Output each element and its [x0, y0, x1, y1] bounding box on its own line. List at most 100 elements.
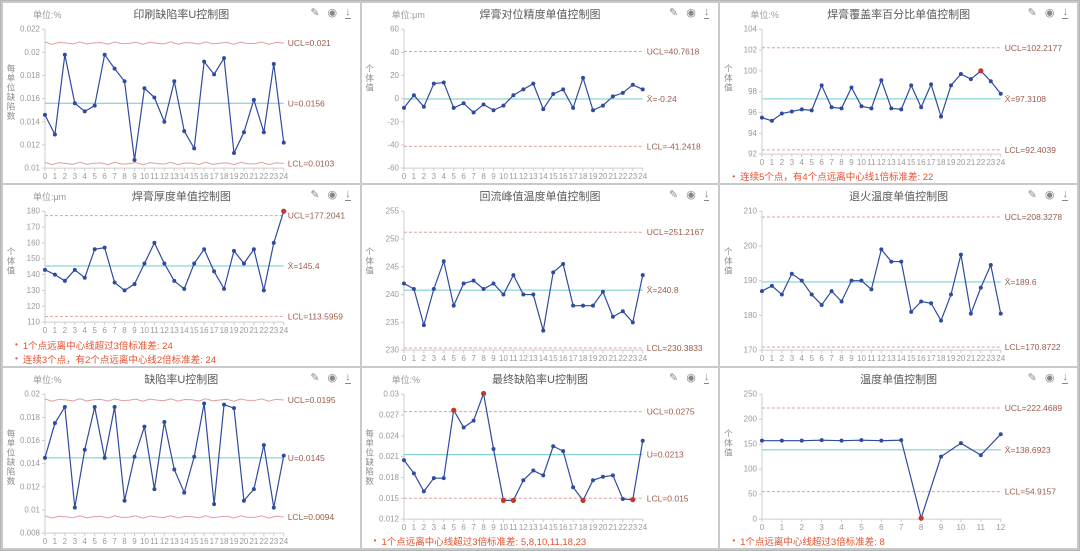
svg-text:22: 22 [618, 523, 627, 532]
download-icon[interactable]: ↓ [1062, 188, 1068, 202]
svg-text:22: 22 [259, 326, 268, 335]
view-icon[interactable]: ◉ [327, 7, 338, 19]
svg-text:LCL=0.015: LCL=0.015 [646, 493, 688, 503]
svg-text:X̄=97.3108: X̄=97.3108 [1005, 94, 1047, 104]
svg-text:40: 40 [390, 48, 399, 57]
svg-text:14: 14 [180, 172, 189, 181]
edit-icon[interactable]: ✎ [1027, 189, 1037, 202]
svg-text:21: 21 [608, 172, 617, 181]
svg-text:3: 3 [431, 354, 436, 363]
edit-icon[interactable]: ✎ [669, 189, 679, 202]
svg-text:0.024: 0.024 [379, 431, 400, 440]
download-icon[interactable]: ↓ [703, 370, 710, 384]
svg-text:20: 20 [598, 172, 607, 181]
svg-text:6: 6 [461, 354, 466, 363]
svg-text:19: 19 [230, 537, 239, 546]
view-icon[interactable]: ◉ [327, 371, 338, 384]
svg-text:0.015: 0.015 [379, 493, 400, 502]
svg-text:1: 1 [411, 354, 416, 363]
svg-text:24: 24 [997, 354, 1006, 363]
edit-icon[interactable]: ✎ [310, 371, 320, 384]
view-icon[interactable]: ◉ [1044, 7, 1055, 19]
view-icon[interactable]: ◉ [686, 189, 696, 202]
download-icon[interactable]: ↓ [345, 6, 351, 19]
svg-text:22: 22 [259, 537, 268, 546]
chart-title: 焊膏覆盖率百分比单值控制图 [827, 9, 971, 21]
rule-violation-note: • 1个点远离中心线超过3倍标准差: 24 [3, 338, 360, 352]
svg-text:23: 23 [628, 523, 637, 532]
view-icon[interactable]: ◉ [1044, 189, 1055, 202]
panel-toolbar: ✎ ◉ ↓ [1027, 370, 1068, 384]
download-icon[interactable]: ↓ [345, 188, 351, 202]
unit-label: 单位:% [750, 10, 779, 20]
svg-text:19: 19 [230, 172, 239, 181]
svg-text:5: 5 [451, 354, 456, 363]
view-icon[interactable]: ◉ [686, 371, 696, 384]
chart-title: 退火温度单值控制图 [849, 191, 949, 204]
panel-paste-thickness: 单位:μm 焊膏厚度单值控制图 ✎ ◉ ↓ 个体值 180 170 160 150 14… [3, 185, 360, 366]
svg-text:2: 2 [63, 326, 68, 335]
svg-text:250: 250 [385, 235, 399, 244]
svg-text:19: 19 [588, 354, 597, 363]
svg-text:21: 21 [967, 354, 976, 363]
chart-title: 最终缺陷率U控制图 [492, 373, 588, 386]
panel-temperature: 温度单值控制图 ✎ ◉ ↓ 个体值 250 200 150 100 50 0 0 1 2 3 4 5 6… [720, 367, 1077, 548]
svg-text:1: 1 [770, 354, 775, 363]
panel-defect-rate: 单位:% 缺陷率U控制图 ✎ ◉ ↓ 每单位缺陷数 0.02 0.018 0.016… [3, 367, 360, 548]
view-icon[interactable]: ◉ [686, 7, 696, 19]
svg-text:0.021: 0.021 [379, 452, 400, 461]
svg-text:8: 8 [122, 326, 127, 335]
svg-text:7: 7 [112, 172, 117, 181]
svg-text:19: 19 [230, 326, 239, 335]
svg-text:9: 9 [132, 172, 137, 181]
svg-text:20: 20 [239, 172, 248, 181]
svg-text:7: 7 [471, 354, 476, 363]
svg-text:5: 5 [92, 172, 97, 181]
svg-text:100: 100 [744, 66, 758, 75]
svg-text:21: 21 [608, 354, 617, 363]
svg-text:200: 200 [744, 242, 758, 251]
svg-text:3: 3 [790, 354, 795, 363]
svg-text:4: 4 [800, 354, 805, 363]
svg-text:8: 8 [919, 523, 924, 532]
unit-label: 单位:% [33, 10, 62, 20]
svg-text:0.01: 0.01 [24, 505, 40, 514]
y-axis-title: 个体值 [723, 64, 734, 93]
svg-text:96: 96 [748, 108, 757, 117]
svg-text:3: 3 [73, 172, 78, 181]
download-icon[interactable]: ↓ [1062, 370, 1068, 384]
edit-icon[interactable]: ✎ [1027, 7, 1037, 19]
download-icon[interactable]: ↓ [703, 6, 710, 19]
svg-text:4: 4 [83, 537, 88, 546]
svg-text:16: 16 [917, 354, 926, 363]
svg-text:14: 14 [897, 354, 906, 363]
svg-text:8: 8 [481, 354, 486, 363]
svg-text:23: 23 [269, 172, 278, 181]
svg-text:1: 1 [780, 523, 785, 532]
svg-text:-60: -60 [387, 164, 399, 173]
download-icon[interactable]: ↓ [345, 370, 351, 384]
bullet-icon: • [373, 536, 377, 546]
svg-text:17: 17 [210, 326, 219, 335]
svg-text:9: 9 [850, 158, 855, 167]
svg-text:3: 3 [431, 172, 436, 181]
download-icon[interactable]: ↓ [703, 188, 710, 202]
edit-icon[interactable]: ✎ [310, 7, 320, 19]
rule-violation-note: • 连续3个点，有2个点远离中心线2倍标准差: 24 [3, 352, 360, 366]
svg-text:0: 0 [43, 326, 48, 335]
svg-text:18: 18 [578, 172, 587, 181]
svg-text:15: 15 [190, 326, 199, 335]
edit-icon[interactable]: ✎ [669, 371, 679, 384]
edit-icon[interactable]: ✎ [669, 7, 679, 19]
svg-text:1: 1 [411, 523, 416, 532]
svg-text:235: 235 [385, 318, 399, 327]
view-icon[interactable]: ◉ [327, 189, 338, 202]
svg-text:16: 16 [917, 158, 926, 167]
view-icon[interactable]: ◉ [1044, 371, 1055, 384]
edit-icon[interactable]: ✎ [310, 189, 320, 202]
download-icon[interactable]: ↓ [1062, 6, 1068, 19]
note-text: 1个点远离中心线超过3倍标准差: 8 [740, 536, 885, 548]
svg-text:0.016: 0.016 [20, 436, 41, 445]
edit-icon[interactable]: ✎ [1027, 371, 1037, 384]
